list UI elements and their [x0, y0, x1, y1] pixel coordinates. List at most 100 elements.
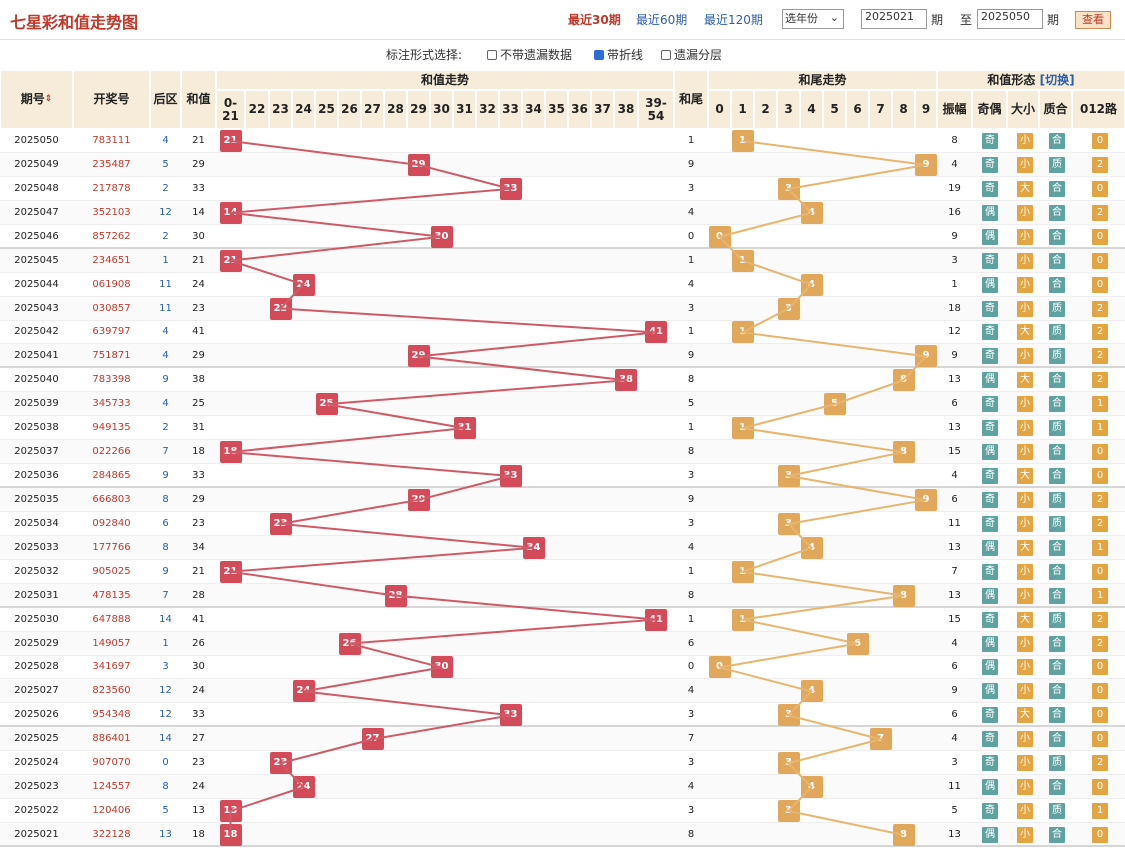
back-cell: 13	[159, 828, 172, 840]
pc-badge: 合	[1049, 659, 1065, 676]
r012-badge: 1	[1092, 803, 1108, 820]
table-row: 2025050 783111 4 21 21 1 1 8 奇小合 0	[0, 129, 1125, 153]
tail-cell: 8	[687, 446, 695, 458]
pc-badge: 质	[1049, 300, 1065, 317]
sum-cell: 18	[192, 828, 205, 840]
oe-badge: 偶	[982, 539, 998, 556]
r012-badge: 2	[1092, 635, 1108, 652]
back-cell: 4	[162, 350, 169, 362]
pc-badge: 合	[1049, 372, 1065, 389]
r012-badge: 0	[1092, 707, 1108, 724]
r012-header: 012路	[1072, 90, 1125, 129]
back-cell: 5	[162, 805, 169, 817]
sum-col-header: 33	[499, 90, 522, 129]
issue-header[interactable]: 期号 ⇕	[0, 70, 73, 129]
pc-badge: 合	[1049, 252, 1065, 269]
tail-cell: 3	[687, 805, 695, 817]
option-line[interactable]: 带折线	[594, 46, 643, 63]
tail-cell: 4	[687, 685, 695, 697]
r012-badge: 0	[1092, 731, 1108, 748]
sum-cell: 33	[192, 470, 205, 482]
range-120-link[interactable]: 最近120期	[704, 13, 763, 27]
option-no-miss-label: 不带遗漏数据	[500, 48, 573, 62]
table-row: 2025033 177766 8 34 34 4 4 13 偶大合 1	[0, 535, 1125, 560]
oe-badge: 奇	[982, 396, 998, 413]
back-cell: 9	[162, 470, 169, 482]
pc-badge: 合	[1049, 563, 1065, 580]
tail-cell: 1	[687, 326, 695, 338]
open-number-cell: 092840	[92, 517, 131, 529]
year-select[interactable]: 选年份 ⌄	[782, 9, 844, 29]
oe-badge: 偶	[982, 826, 998, 843]
r012-badge: 0	[1092, 228, 1108, 245]
oe-badge: 奇	[982, 180, 998, 197]
back-cell: 8	[162, 493, 169, 505]
range-30-link[interactable]: 最近30期	[568, 13, 621, 27]
issue-cell: 2025050	[14, 135, 59, 146]
period-label-2: 期	[1047, 13, 1060, 27]
pc-badge: 质	[1049, 611, 1065, 628]
bs-badge: 小	[1017, 515, 1033, 532]
tail-col-header: 6	[846, 90, 869, 129]
tail-cell: 1	[687, 422, 695, 434]
tail-cell: 8	[687, 589, 695, 601]
period-from-input[interactable]: 2025021	[861, 9, 927, 29]
r012-badge: 0	[1092, 683, 1108, 700]
open-number-cell: 783398	[92, 374, 131, 386]
amp-cell: 12	[948, 326, 961, 338]
amp-cell: 18	[948, 302, 961, 314]
table-row: 2025043 030857 11 23 23 3 3 18 奇小质 2	[0, 296, 1125, 321]
switch-link[interactable]: [切换]	[1039, 72, 1075, 87]
query-button[interactable]: 查看	[1075, 11, 1111, 29]
tail-cell: 7	[687, 733, 695, 745]
checkbox-checked-icon[interactable]	[594, 50, 604, 60]
option-layer[interactable]: 遗漏分层	[661, 46, 722, 63]
back-cell: 5	[162, 158, 169, 170]
open-number-cell: 639797	[92, 326, 131, 338]
option-no-miss[interactable]: 不带遗漏数据	[487, 46, 572, 63]
open-number-cell: 120406	[92, 805, 131, 817]
tail-cell: 3	[687, 182, 695, 194]
amp-cell: 15	[948, 613, 961, 625]
open-number-cell: 149057	[92, 637, 131, 649]
period-label: 期	[931, 13, 944, 27]
option-bar: 标注形式选择: 不带遗漏数据 带折线 遗漏分层	[0, 45, 1125, 63]
trend-table: 2025050 783111 4 21 21 1 1 8 奇小合 0 2025049 235487 5 2…	[0, 129, 1125, 849]
tail-trend-header: 和尾走势	[708, 70, 937, 90]
table-row: 2025021 322128 13 18 18 8 8 13 偶小合 0	[0, 822, 1125, 847]
bs-badge: 小	[1017, 635, 1033, 652]
bs-badge: 大	[1017, 539, 1033, 556]
issue-cell: 2025031	[14, 589, 59, 601]
bs-badge: 小	[1017, 779, 1033, 796]
sum-col-header: 25	[315, 90, 338, 129]
tail-cell: 9	[687, 493, 695, 505]
bs-badge: 大	[1017, 180, 1033, 197]
amp-cell: 6	[951, 661, 958, 673]
tail-cell: 1	[687, 135, 695, 146]
open-number-cell: 783111	[92, 135, 131, 146]
tail-cell: 6	[687, 637, 695, 649]
r012-badge: 2	[1092, 300, 1108, 317]
sum-col-header: 0-21	[216, 90, 245, 129]
tail-cell: 0	[687, 661, 695, 673]
checkbox-icon[interactable]	[487, 50, 497, 60]
pc-badge: 合	[1049, 707, 1065, 724]
sum-cell: 18	[192, 446, 205, 458]
back-cell: 4	[162, 326, 169, 338]
issue-cell: 2025049	[14, 158, 59, 170]
oe-badge: 偶	[982, 683, 998, 700]
bs-badge: 小	[1017, 348, 1033, 365]
back-cell: 12	[159, 685, 172, 697]
range-60-link[interactable]: 最近60期	[636, 13, 688, 27]
back-cell: 0	[162, 757, 169, 769]
pc-badge: 质	[1049, 348, 1065, 365]
sum-col-header: 37	[591, 90, 614, 129]
issue-cell: 2025032	[14, 565, 59, 577]
sum-col-header: 31	[453, 90, 476, 129]
checkbox-icon[interactable]	[661, 50, 671, 60]
bs-badge: 大	[1017, 372, 1033, 389]
sum-cell: 21	[192, 135, 205, 146]
open-number-cell: 857262	[92, 230, 131, 242]
period-to-input[interactable]: 2025050	[977, 9, 1043, 29]
issue-cell: 2025045	[14, 254, 59, 266]
